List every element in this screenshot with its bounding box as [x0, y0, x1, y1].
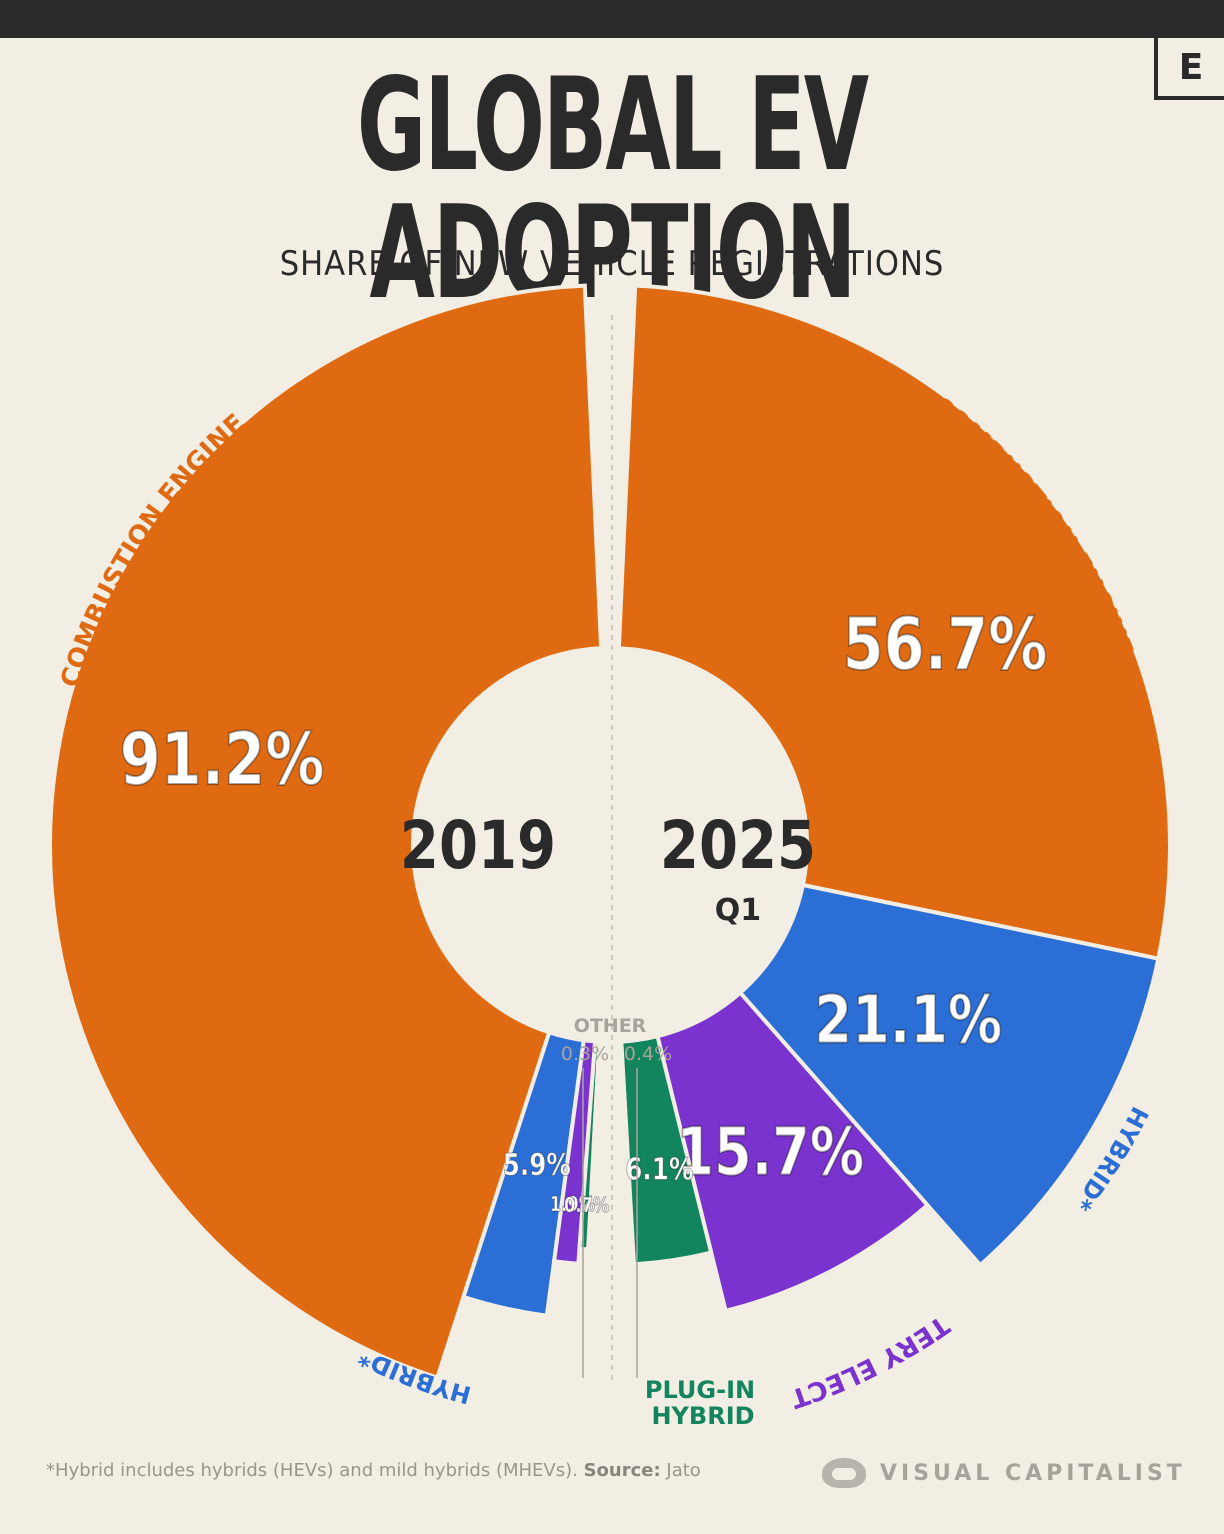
segment-2025-combustion [616, 283, 1173, 962]
value-label-2019-battery: 1.9% [550, 1194, 595, 1217]
footnote: *Hybrid includes hybrids (HEVs) and mild… [46, 1460, 701, 1481]
segment-2019-other [591, 1039, 604, 1147]
segments [48, 283, 1173, 1381]
value-label-2025-battery: 15.7% [676, 1114, 864, 1191]
source-name: Jato [660, 1460, 701, 1481]
other-value-2019: 0.3% [561, 1043, 609, 1065]
top-bar [0, 0, 1224, 38]
center-label-2025: 2025 [660, 808, 816, 885]
value-label-2025-plugin: 6.1% [625, 1153, 693, 1187]
value-label-2019-plugin: 0.7% [564, 1195, 609, 1218]
center-label-q1: Q1 [715, 893, 761, 928]
other-heading: OTHER [574, 1015, 647, 1037]
center-label-2019: 2019 [400, 808, 556, 885]
source-label: Source: [583, 1460, 661, 1481]
segment-2025-other [616, 1039, 630, 1147]
value-label-2025-combustion: 56.7% [843, 602, 1048, 686]
brand-footer: VISUAL CAPITALIST [822, 1458, 1186, 1488]
footnote-text: *Hybrid includes hybrids (HEVs) and mild… [46, 1460, 584, 1481]
value-label-2025-hybrid: 21.1% [814, 982, 1002, 1059]
plugin-label-line1: PLUG-IN [645, 1376, 755, 1404]
labels: 91.2% 5.9% 1.9%0.7% 56.7% 21.1% 15.7%6.1% [119, 601, 1049, 1218]
value-label-2019-combustion: 91.2% [120, 717, 325, 801]
brand-mark: E [1154, 38, 1224, 100]
brand-name: VISUAL CAPITALIST [880, 1460, 1186, 1486]
segment-2019-combustion [48, 283, 604, 1381]
segment-2025-hybrid [737, 882, 1161, 1268]
other-value-2025: 0.4% [624, 1043, 672, 1065]
segment-2025-battery [655, 989, 931, 1314]
visual-capitalist-logo-icon [822, 1458, 866, 1488]
page-subtitle: SHARE OF NEW VEHICLE REGISTRATIONS [279, 244, 945, 284]
segment-2025-plugin [619, 1033, 714, 1267]
plugin-label-line2: HYBRID [651, 1402, 754, 1430]
value-label-2019-hybrid: 5.9% [503, 1149, 571, 1183]
brand-mark-letter: E [1178, 46, 1204, 88]
page-title: GLOBAL EV ADOPTION [356, 51, 869, 328]
